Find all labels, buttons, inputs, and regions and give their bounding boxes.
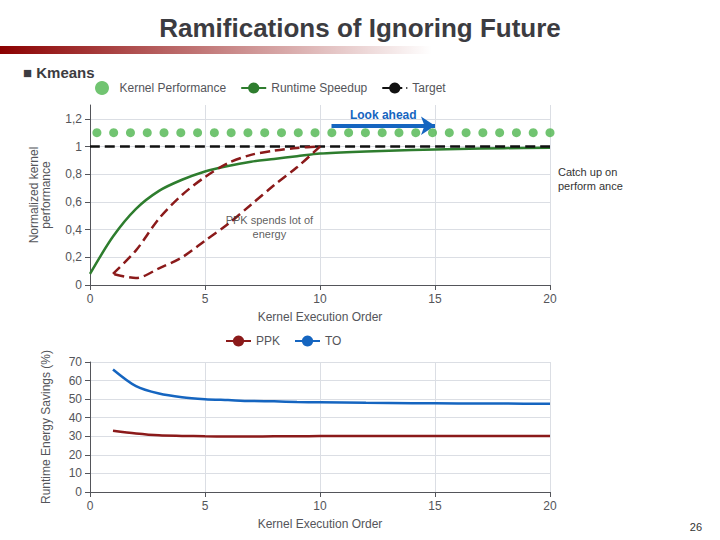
svg-text:Catch up on: Catch up on [558, 166, 617, 178]
svg-text:30: 30 [69, 429, 83, 443]
svg-text:15: 15 [428, 292, 442, 306]
svg-text:Target: Target [412, 81, 446, 95]
svg-text:Look ahead: Look ahead [350, 108, 417, 122]
svg-text:Ramifications of Ignoring Futu: Ramifications of Ignoring Future [159, 13, 561, 43]
svg-text:0,6: 0,6 [65, 195, 82, 209]
svg-text:50: 50 [69, 392, 83, 406]
svg-text:0,2: 0,2 [65, 250, 82, 264]
svg-text:Runtime Speedup: Runtime Speedup [271, 81, 367, 95]
svg-text:perform ance: perform ance [558, 180, 623, 192]
svg-text:20: 20 [543, 499, 557, 513]
svg-text:26: 26 [690, 521, 702, 533]
svg-text:15: 15 [428, 499, 442, 513]
svg-text:PPK spends lot of: PPK spends lot of [226, 214, 314, 226]
svg-text:PPK: PPK [256, 334, 280, 348]
svg-text:Normalized kernel: Normalized kernel [27, 146, 41, 244]
svg-text:Runtime Energy Savings (%): Runtime Energy Savings (%) [39, 350, 53, 504]
svg-text:■ Kmeans: ■ Kmeans [23, 64, 95, 81]
svg-text:20: 20 [543, 292, 557, 306]
svg-text:10: 10 [313, 292, 327, 306]
svg-text:Kernel Performance: Kernel Performance [120, 81, 227, 95]
svg-text:1,2: 1,2 [65, 112, 82, 126]
svg-text:performance: performance [39, 161, 53, 229]
svg-text:40: 40 [69, 411, 83, 425]
svg-text:10: 10 [313, 499, 327, 513]
svg-text:0: 0 [75, 278, 82, 292]
svg-text:0: 0 [87, 292, 94, 306]
svg-text:5: 5 [202, 292, 209, 306]
svg-text:1: 1 [75, 140, 82, 154]
svg-text:5: 5 [202, 499, 209, 513]
svg-text:0: 0 [75, 485, 82, 499]
svg-text:Kernel Execution Order: Kernel Execution Order [258, 517, 383, 531]
svg-text:0,4: 0,4 [65, 223, 82, 237]
svg-text:0: 0 [87, 499, 94, 513]
svg-text:Kernel Execution Order: Kernel Execution Order [258, 310, 383, 324]
svg-text:60: 60 [69, 374, 83, 388]
svg-text:70: 70 [69, 355, 83, 369]
svg-text:20: 20 [69, 448, 83, 462]
svg-text:0,8: 0,8 [65, 167, 82, 181]
svg-text:TO: TO [325, 334, 341, 348]
svg-text:10: 10 [69, 466, 83, 480]
svg-text:energy: energy [253, 228, 287, 240]
